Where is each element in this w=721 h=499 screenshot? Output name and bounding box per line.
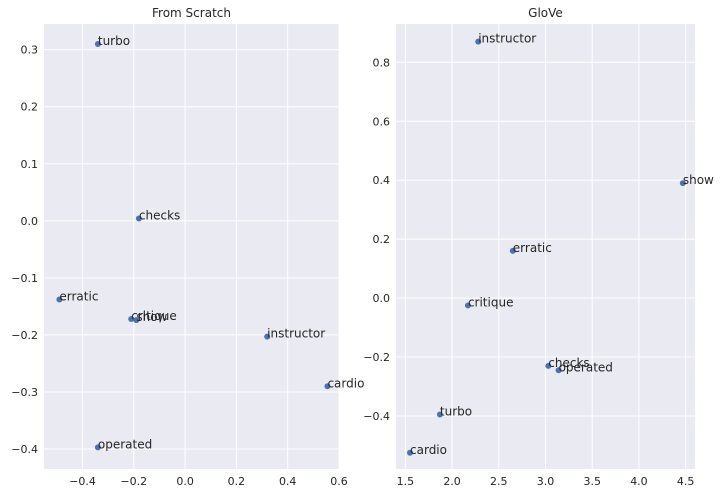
data-point-operated [94,444,101,451]
data-point-erratic [56,296,63,303]
x-tick-label: −0.4 [69,475,96,488]
point-label-show: show [136,310,167,324]
y-tick-label: 0.0 [373,292,391,305]
data-point-critique [464,302,471,309]
point-label-show: show [683,173,714,187]
point-label-erratic: erratic [513,241,552,255]
point-label-operated: operated [559,360,613,374]
plot-area [44,24,339,469]
data-point-show [679,180,686,187]
x-tick-label: 2.5 [490,475,508,488]
x-tick-label: −0.2 [120,475,147,488]
subplot-1: −0.4 −0.2 0.0 0.2 0.4 0.6 −0.4 −0.3 −0.2 −0.1 0.0 0… [11,6,364,488]
y-tick-label: 0.2 [21,101,39,114]
data-point-checks [545,362,552,369]
point-label-checks: checks [139,209,180,223]
data-point-turbo [436,411,443,418]
data-point-cardio [407,449,414,456]
y-tick-label: 0.2 [373,233,391,246]
x-tick-label: 4.0 [630,475,648,488]
y-tick-label: 0.8 [373,56,391,69]
data-point-erratic [509,247,516,254]
x-tick-label: 4.5 [677,475,695,488]
y-tick-label: −0.2 [11,329,38,342]
data-point-show [133,317,140,324]
x-tick-label: 3.0 [537,475,555,488]
point-label-turbo: turbo [440,404,472,418]
y-tick-label: −0.1 [11,272,38,285]
y-tick-label: −0.3 [11,386,38,399]
point-label-operated: operated [98,437,152,451]
y-tick-label: 0.4 [373,174,391,187]
y-tick-label: 0.6 [373,115,391,128]
data-point-cardio [324,383,331,390]
y-tick-label: 0.3 [21,44,39,57]
y-tick-label: 0.1 [21,158,39,171]
data-point-critique [128,315,135,322]
point-label-critique: critique [468,295,514,309]
point-label-turbo: turbo [98,34,130,48]
point-label-checks: checks [548,356,589,370]
x-tick-label: 3.5 [583,475,601,488]
subplot-2: 1.5 2.0 2.5 3.0 3.5 4.0 4.5 −0.4 −0.2 0.0 0.2 0.4 0.… [363,6,714,488]
chart-title: From Scratch [152,6,231,20]
x-tick-label: 0.6 [330,475,348,488]
point-label-instructor: instructor [478,32,536,46]
data-point-operated [555,367,562,374]
point-label-cardio: cardio [410,443,447,457]
x-tick-label: 0.4 [279,475,297,488]
point-label-cardio: cardio [327,376,364,390]
data-point-instructor [475,38,482,45]
data-point-instructor [264,333,271,340]
y-tick-label: −0.4 [11,443,38,456]
data-point-checks [135,215,142,222]
point-label-erratic: erratic [59,290,98,304]
chart-title: GloVe [528,6,563,20]
y-tick-label: −0.4 [363,410,390,423]
x-tick-label: 0.2 [228,475,246,488]
y-tick-label: −0.2 [363,351,390,364]
x-tick-label: 0.0 [176,475,194,488]
data-point-turbo [94,40,101,47]
point-label-critique: critique [131,309,177,323]
point-label-instructor: instructor [267,327,325,341]
y-tick-label: 0.0 [21,215,39,228]
x-tick-label: 1.5 [397,475,415,488]
x-tick-label: 2.0 [443,475,461,488]
